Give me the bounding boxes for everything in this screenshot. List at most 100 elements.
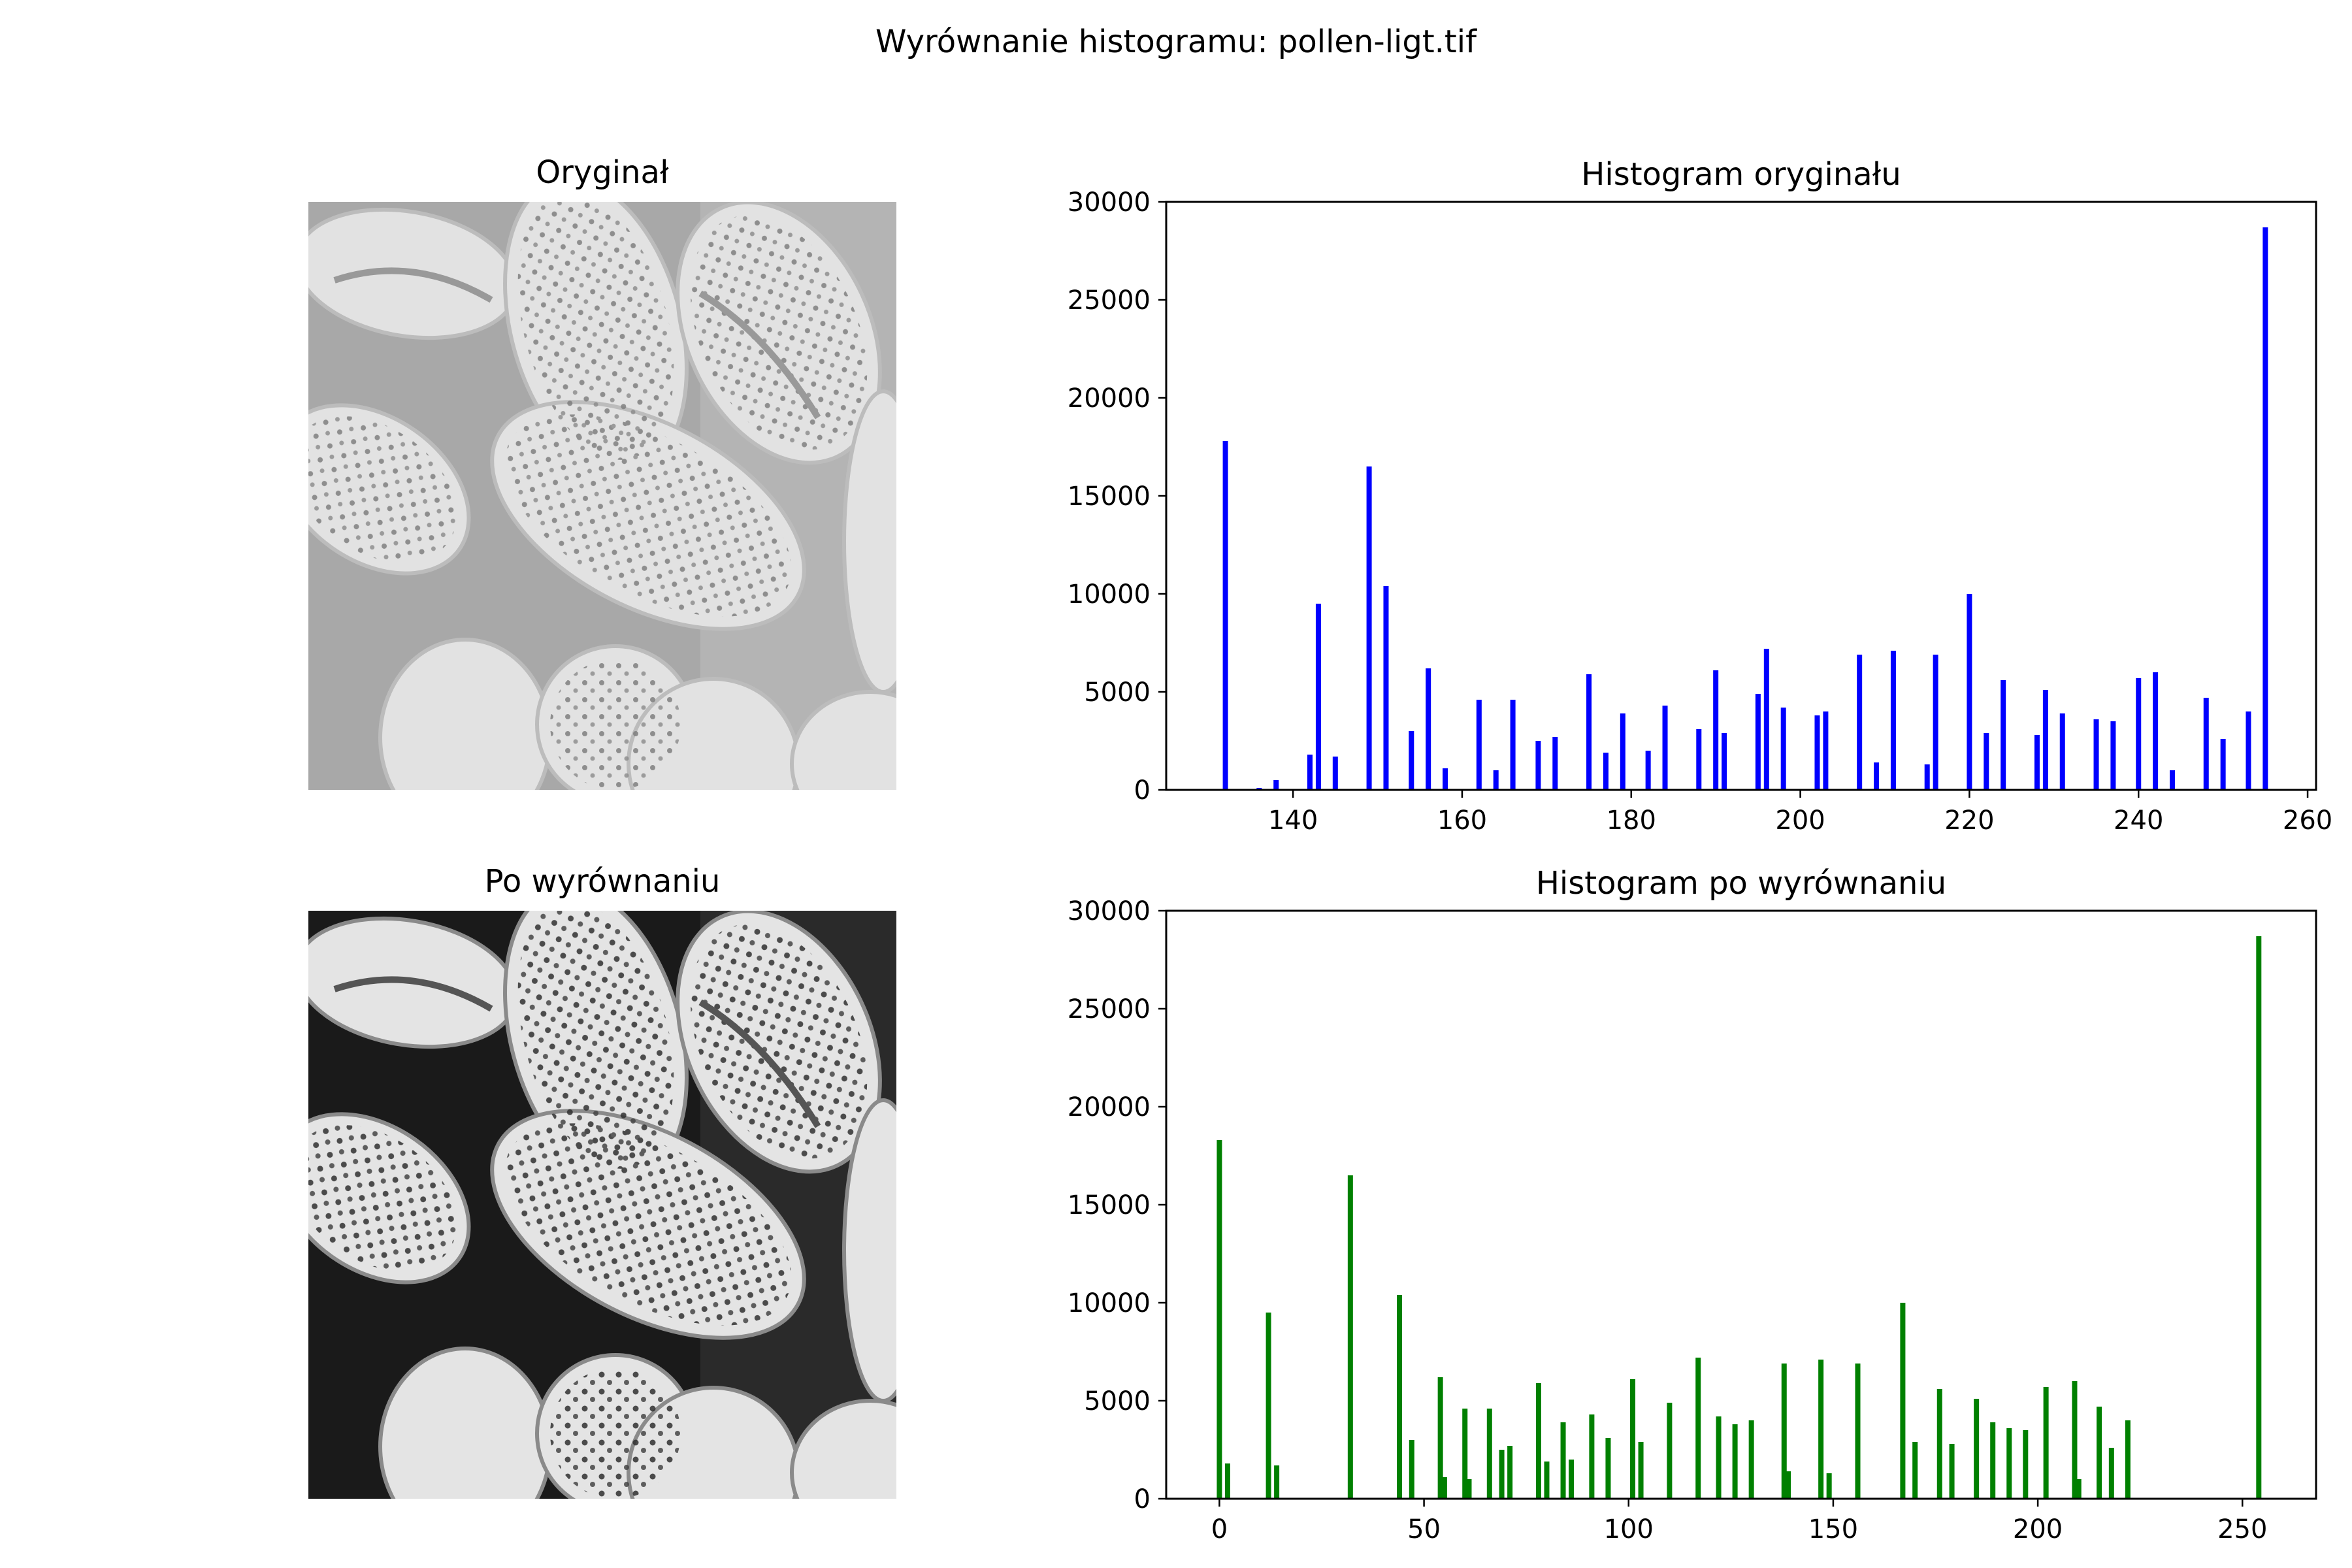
hist-equalized-bar xyxy=(1397,1295,1403,1499)
hist-original-bar xyxy=(1222,441,1228,790)
hist-equalized-bar xyxy=(2076,1479,2082,1499)
hist-equalized-bar xyxy=(2097,1407,2102,1499)
hist-equalized-bar xyxy=(1544,1462,1550,1499)
hist-equalized-ytick-label: 10000 xyxy=(1068,1288,1151,1318)
hist-original-bar xyxy=(1383,586,1389,790)
hist-equalized-bar xyxy=(1217,1140,1222,1499)
hist-original-bar xyxy=(2110,721,2116,790)
hist-original-bar xyxy=(2034,735,2040,790)
hist-equalized-bar xyxy=(1507,1446,1513,1499)
hist-equalized-bar xyxy=(1560,1422,1566,1499)
equalized-image-title: Po wyrównaniu xyxy=(484,863,721,900)
original-image-title: Oryginał xyxy=(536,154,669,191)
hist-original-bar xyxy=(2203,698,2209,790)
hist-original-bar xyxy=(1552,737,1558,790)
hist-equalized-bar xyxy=(1667,1403,1673,1499)
hist-equalized-bar xyxy=(1949,1444,1955,1499)
hist-original-bar xyxy=(1426,668,1431,790)
hist-equalized-ytick-label: 0 xyxy=(1134,1484,1151,1514)
hist-original-bar xyxy=(1696,729,1702,790)
hist-original-bar xyxy=(1933,655,1938,790)
hist-original-bar xyxy=(1586,674,1592,790)
hist-original-bar xyxy=(1984,733,1989,790)
hist-equalized-bar xyxy=(1716,1416,1722,1499)
hist-equalized-ytick-label: 30000 xyxy=(1068,896,1151,926)
hist-original-bar xyxy=(1763,649,1769,790)
hist-equalized-bar xyxy=(1638,1442,1644,1499)
hist-equalized-bar xyxy=(1535,1383,1541,1499)
original-image xyxy=(308,202,896,790)
hist-equalized-bar xyxy=(1748,1420,1754,1499)
hist-original-title: Histogram oryginału xyxy=(1581,156,1901,193)
hist-original-bar xyxy=(2262,227,2268,790)
hist-equalized-bar xyxy=(1274,1465,1280,1499)
hist-equalized-bar xyxy=(2108,1448,2114,1499)
hist-original-xtick-label: 260 xyxy=(2283,806,2332,836)
hist-equalized-bar xyxy=(1266,1313,1271,1499)
hist-original-xtick-label: 220 xyxy=(1944,806,1994,836)
hist-original-bar xyxy=(1722,733,1727,790)
hist-original-bar xyxy=(1409,731,1414,790)
hist-original-bar xyxy=(1510,700,1516,790)
hist-original-bar xyxy=(1645,751,1651,790)
hist-equalized-bar xyxy=(1499,1450,1505,1499)
hist-equalized-bar xyxy=(1786,1471,1791,1499)
hist-equalized-bar xyxy=(1855,1364,1861,1499)
hist-equalized-bar xyxy=(1441,1477,1447,1499)
hist-equalized-ytick-label: 5000 xyxy=(1084,1386,1151,1416)
hist-equalized-xtick-label: 50 xyxy=(1407,1514,1441,1544)
hist-original-bar xyxy=(1307,755,1313,790)
hist-equalized-bar xyxy=(1569,1460,1575,1499)
hist-equalized-bar xyxy=(1936,1389,1942,1499)
hist-original-bar xyxy=(2170,770,2175,790)
hist-original-bar xyxy=(1315,604,1321,790)
hist-original-bar xyxy=(1273,780,1279,790)
hist-equalized-bar xyxy=(1462,1409,1468,1499)
hist-equalized-bar xyxy=(1630,1379,1636,1499)
hist-equalized-bar xyxy=(2125,1420,2131,1499)
hist-original-bar xyxy=(1924,764,1930,790)
hist-original-bar xyxy=(1535,741,1541,790)
hist-equalized-bar xyxy=(2256,936,2262,1499)
hist-original-xtick-label: 180 xyxy=(1607,806,1656,836)
hist-equalized-axes-frame xyxy=(1165,909,2317,1500)
hist-original-xtick-label: 240 xyxy=(2114,806,2163,836)
hist-equalized-bar xyxy=(1589,1414,1595,1499)
hist-original-bar xyxy=(2059,713,2065,790)
hist-equalized-bar xyxy=(2043,1387,2049,1499)
figure-title: Wyrównanie histogramu: pollen-ligt.tif xyxy=(875,24,1477,60)
hist-equalized-bar xyxy=(2072,1381,2078,1499)
hist-original-bar xyxy=(1476,700,1482,790)
hist-original-bar xyxy=(1603,753,1609,790)
hist-original-ytick-label: 10000 xyxy=(1068,580,1151,610)
hist-original-ytick-label: 5000 xyxy=(1084,678,1151,708)
hist-original-ytick-label: 20000 xyxy=(1068,384,1151,414)
hist-original-ytick-label: 30000 xyxy=(1068,188,1151,218)
hist-original-bar xyxy=(2220,739,2226,790)
hist-equalized-bar xyxy=(2006,1428,2012,1499)
hist-original-bar xyxy=(1755,694,1761,790)
hist-original-bar xyxy=(2246,711,2251,790)
hist-original-xtick-label: 160 xyxy=(1437,806,1487,836)
hist-equalized-bar xyxy=(1818,1360,1824,1499)
hist-original-bar xyxy=(1967,594,1972,790)
hist-equalized-bar xyxy=(1912,1442,1918,1499)
hist-equalized-ytick-label: 15000 xyxy=(1068,1190,1151,1220)
hist-equalized-xtick-label: 100 xyxy=(1604,1514,1654,1544)
hist-equalized-title: Histogram po wyrównaniu xyxy=(1536,865,1946,902)
hist-equalized-bar xyxy=(1605,1438,1611,1499)
hist-equalized-bar xyxy=(1900,1303,1906,1499)
hist-original-xtick-label: 140 xyxy=(1268,806,1318,836)
hist-original-bar xyxy=(2042,690,2048,790)
hist-equalized-ytick-label: 20000 xyxy=(1068,1092,1151,1122)
equalized-image xyxy=(308,911,896,1499)
hist-equalized-bar xyxy=(1826,1473,1832,1499)
hist-original-bar xyxy=(1443,768,1448,790)
hist-original-bar xyxy=(1713,670,1719,790)
hist-equalized-bar xyxy=(1732,1424,1738,1499)
hist-original-bar xyxy=(1662,706,1668,790)
hist-original-bar xyxy=(1890,651,1896,790)
hist-equalized-bar xyxy=(1409,1440,1414,1499)
